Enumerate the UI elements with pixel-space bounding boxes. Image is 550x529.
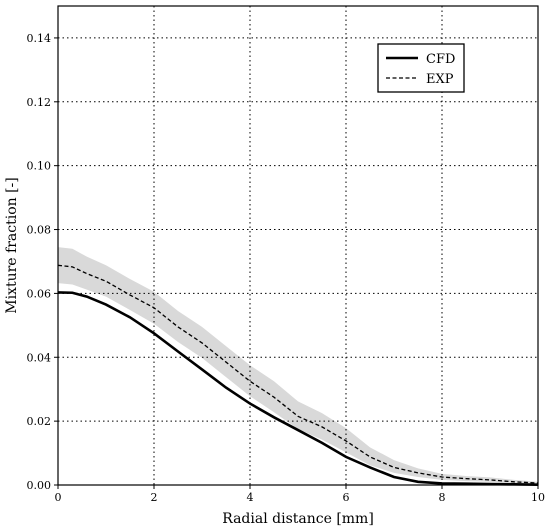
legend: CFD EXP <box>377 43 465 93</box>
plot-frame <box>57 5 539 486</box>
x-tick-label: 10 <box>531 491 545 504</box>
y-tick-label: 0.06 <box>27 287 52 300</box>
y-axis-label: Mixture fraction [-] <box>4 177 20 314</box>
y-tick-label: 0.14 <box>27 32 52 45</box>
legend-label-cfd: CFD <box>426 52 455 67</box>
x-tick-label: 2 <box>151 491 158 504</box>
y-tick-label: 0.04 <box>27 351 52 364</box>
series-line-cfd <box>57 291 539 486</box>
x-tick-label: 0 <box>55 491 62 504</box>
x-tick-label: 6 <box>343 491 350 504</box>
exp-uncertainty-band <box>58 247 538 485</box>
y-tick-label: 0.10 <box>27 160 52 173</box>
y-tick-label: 0.00 <box>27 479 52 492</box>
y-tick-label: 0.08 <box>27 224 52 237</box>
legend-label-exp: EXP <box>426 72 454 87</box>
x-tick-label: 8 <box>439 491 446 504</box>
plot-area: 0 2 4 6 8 10 0.00 0.02 0.04 0.06 0.08 0.10 0.12 0.14 R… <box>4 5 545 527</box>
x-axis-label: Radial distance [mm] <box>222 511 374 527</box>
y-tick-label: 0.12 <box>27 96 52 109</box>
x-tick-label: 4 <box>247 491 254 504</box>
series-line-exp <box>57 264 539 484</box>
y-tick-label: 0.02 <box>27 415 52 428</box>
legend-box <box>377 43 465 93</box>
